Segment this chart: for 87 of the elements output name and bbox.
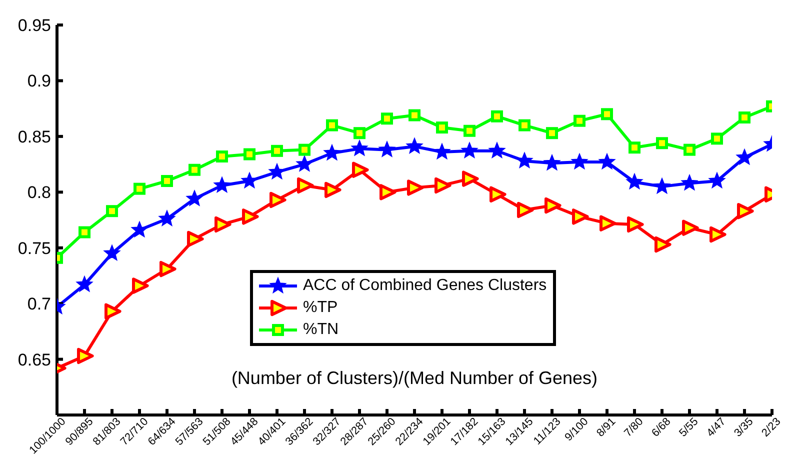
point: [654, 236, 672, 253]
point: [598, 154, 616, 170]
point: [161, 175, 173, 187]
point: [572, 208, 589, 225]
point: [736, 149, 753, 165]
point: [131, 222, 148, 237]
point: [462, 170, 479, 187]
point: [464, 124, 476, 137]
point: [188, 164, 200, 176]
point: [601, 108, 613, 120]
point: [244, 148, 256, 160]
point: [351, 140, 368, 156]
point: [106, 205, 118, 218]
point: [574, 114, 586, 127]
x-tick-label: 7/80: [622, 416, 646, 440]
point: [104, 303, 122, 320]
point: [571, 154, 588, 170]
legend-label: %TP: [303, 299, 338, 317]
point: [214, 216, 232, 233]
point: [216, 150, 228, 162]
point: [407, 180, 424, 196]
point: [298, 144, 310, 156]
x-axis-title: (Number of Clusters)/(Med Number of Genes): [230, 368, 599, 389]
point: [324, 182, 342, 198]
point: [708, 172, 726, 188]
point: [406, 138, 423, 154]
point: [408, 109, 420, 122]
point: [134, 182, 146, 195]
point: [78, 226, 90, 238]
point: [104, 244, 120, 260]
point: [242, 208, 259, 225]
point: [76, 276, 93, 292]
point: [628, 142, 640, 154]
point: [737, 202, 754, 220]
point: [516, 152, 533, 168]
point: [158, 210, 176, 226]
legend-label: %TN: [303, 321, 339, 339]
point: [600, 215, 616, 232]
point: [518, 119, 530, 132]
point: [488, 142, 506, 158]
point: [436, 122, 448, 134]
point: [626, 174, 643, 190]
point: [187, 230, 204, 248]
point: [544, 154, 560, 170]
point: [491, 110, 503, 122]
point: [186, 190, 203, 206]
point: [681, 174, 698, 190]
legend-label: ACC of Combined Genes Clusters: [303, 277, 547, 295]
y-tick-label: 0.65: [18, 350, 51, 370]
point: [434, 144, 450, 159]
point: [461, 142, 478, 158]
point: [434, 177, 452, 194]
point: [627, 216, 644, 233]
point: [297, 177, 314, 194]
y-tick-label: 0.85: [18, 127, 51, 146]
x-tick-label: 6/68: [650, 416, 674, 440]
point: [296, 156, 313, 172]
point: [711, 132, 723, 145]
y-tick-label: 0.75: [18, 238, 51, 258]
y-tick-label: 0.8: [27, 183, 51, 202]
point: [684, 144, 696, 156]
point: [490, 186, 506, 202]
point: [352, 162, 369, 178]
point: [271, 144, 283, 157]
point: [354, 127, 366, 140]
point: [544, 197, 562, 214]
y-tick-label: 0.7: [27, 294, 51, 314]
point: [132, 278, 149, 294]
point: [381, 112, 393, 125]
point: [214, 176, 230, 192]
point: [380, 184, 396, 200]
point: [77, 348, 94, 364]
point: [378, 141, 396, 157]
point: [270, 192, 286, 208]
point: [324, 144, 340, 160]
point: [546, 127, 558, 140]
point: [160, 260, 176, 278]
point: [654, 178, 670, 194]
point: [326, 119, 338, 132]
y-tick-label: 0.95: [18, 16, 51, 36]
x-tick-label: 8/91: [594, 416, 618, 440]
point: [682, 220, 699, 236]
y-tick-label: 0.9: [27, 72, 51, 91]
point: [738, 111, 750, 124]
point: [656, 137, 668, 150]
point: [517, 202, 534, 218]
point: [710, 226, 726, 243]
